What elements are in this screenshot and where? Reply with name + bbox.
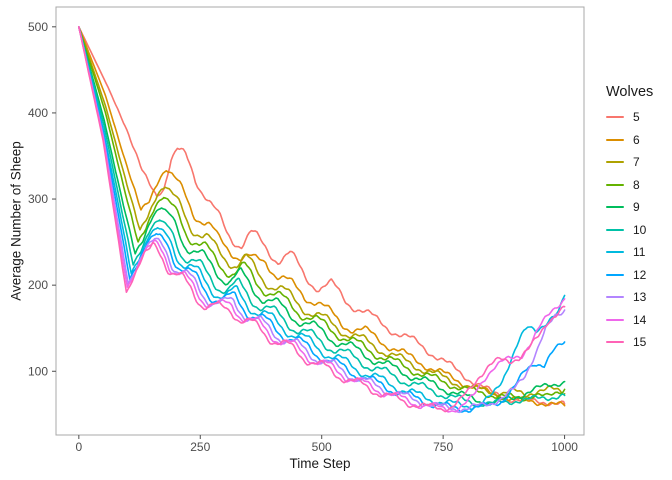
legend-swatch [606,296,624,298]
legend-item-label: 12 [633,267,647,282]
series-line-wolves-10 [78,25,566,407]
legend-swatch [606,206,624,208]
series-line-wolves-11 [78,25,566,411]
legend-item-label: 7 [633,155,640,169]
legend-swatch [606,116,624,118]
series-line-wolves-15 [78,25,566,413]
legend-item: 10 [606,224,653,236]
legend-swatch [606,273,624,276]
legend-item: 6 [606,134,653,146]
legend-item-label: 11 [633,245,646,259]
series-line-wolves-8 [78,25,566,402]
y-tick-label: 200 [28,278,48,292]
legend-item-label: 14 [633,312,647,327]
legend-item-label: 5 [633,110,640,124]
series-line-wolves-5 [78,25,566,407]
y-tick-label: 500 [28,20,48,34]
legend-item: 5 [606,111,653,123]
legend-item: 9 [606,201,653,213]
legend-swatch [606,183,624,186]
legend-title: Wolves [606,84,654,100]
x-axis-title: Time Step [289,456,351,471]
legend-item-label: 10 [633,222,647,237]
legend-swatch [606,251,624,253]
legend-item: 7 [606,156,653,168]
legend-item-label: 6 [633,132,640,147]
y-tick-label: 400 [28,106,48,120]
y-tick-label: 300 [28,192,48,206]
legend-swatch [606,138,624,141]
legend-item-label: 15 [633,335,647,349]
x-tick-label: 250 [190,440,210,454]
legend-items: 5 6 7 8 9 10 11 12 13 14 15 [606,111,653,348]
y-axis-title: Average Number of Sheep [8,141,24,301]
y-tick-label: 100 [28,364,48,378]
legend-swatch [606,161,624,163]
legend-item: 15 [606,336,653,348]
legend-swatch [606,228,624,231]
legend-item-label: 8 [633,177,640,192]
legend-item: 13 [606,291,653,303]
legend-item: 8 [606,179,653,191]
legend-item-label: 13 [633,290,647,304]
x-tick-label: 0 [75,440,82,454]
series-line-wolves-7 [78,25,566,398]
legend-swatch [606,318,624,321]
legend-item-label: 9 [633,200,640,214]
panel-border [55,6,585,436]
legend-item: 12 [606,269,653,281]
legend: Wolves 5 6 7 8 9 10 11 12 13 14 15 [606,84,653,359]
x-tick-label: 1000 [551,440,578,454]
legend-item: 14 [606,314,653,326]
x-tick-label: 750 [433,440,453,454]
legend-swatch [606,341,624,343]
legend-item: 11 [606,246,653,258]
x-tick-label: 500 [312,440,332,454]
